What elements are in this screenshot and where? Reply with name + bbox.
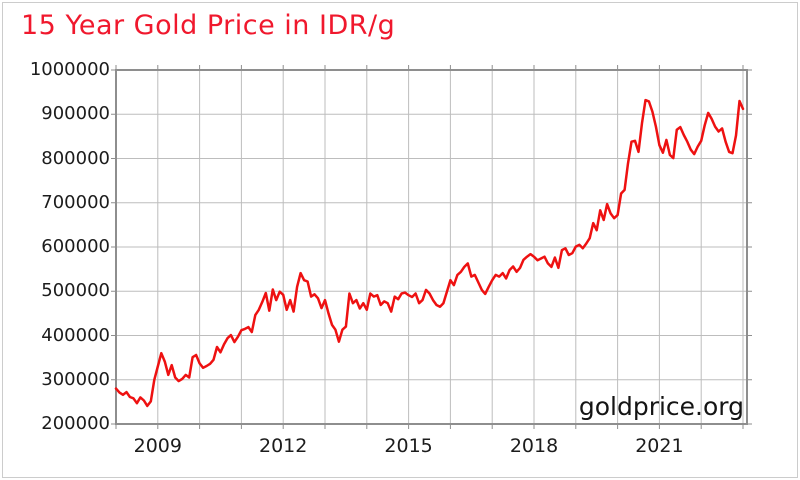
y-axis-tick-label: 400000 xyxy=(41,324,110,346)
y-axis-tick-label: 700000 xyxy=(41,191,110,213)
y-axis-tick-label: 1000000 xyxy=(29,59,110,80)
y-axis-tick-label: 200000 xyxy=(41,413,110,434)
x-axis-tick-label: 2018 xyxy=(509,435,559,457)
y-axis-tick-label: 600000 xyxy=(41,236,110,257)
y-axis-tick-label: 900000 xyxy=(41,103,110,125)
y-axis-tick-label: 300000 xyxy=(41,368,110,390)
x-axis-tick-label: 2012 xyxy=(259,435,308,457)
x-axis-tick-label: 2021 xyxy=(635,435,684,457)
x-axis-tick-label: 2015 xyxy=(384,435,433,457)
x-axis-tick-label: 2009 xyxy=(133,435,182,457)
chart-title: 15 Year Gold Price in IDR/g xyxy=(21,10,396,41)
price-line xyxy=(114,98,745,408)
y-axis-tick-label: 800000 xyxy=(41,147,110,169)
watermark-goldprice-org: goldprice.org xyxy=(578,392,744,421)
y-axis-tick-label: 500000 xyxy=(41,280,110,302)
